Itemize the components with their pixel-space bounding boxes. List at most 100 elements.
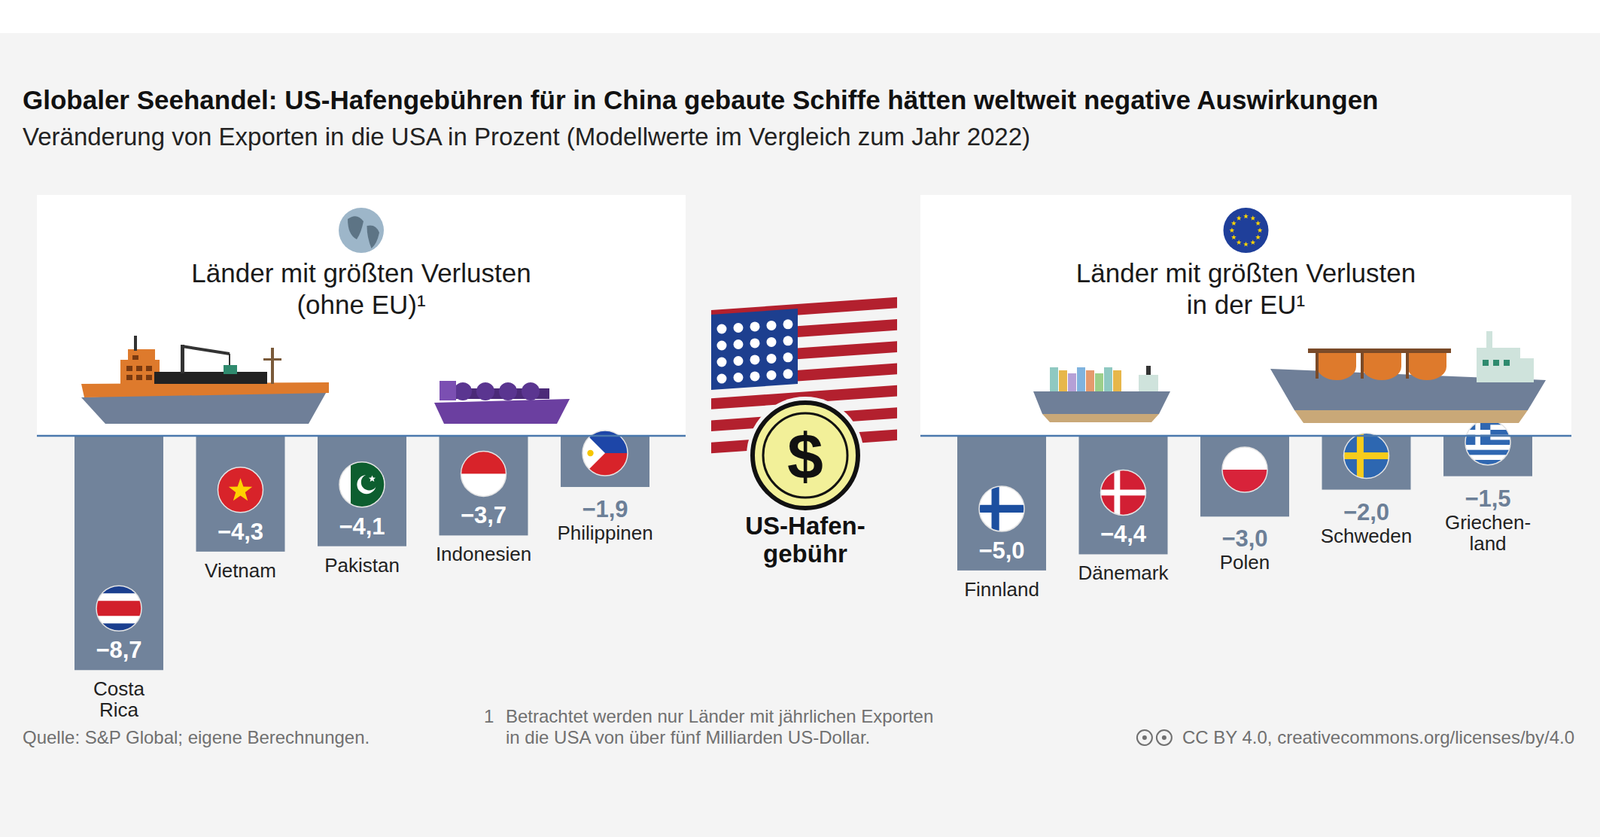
ship-window bbox=[146, 374, 153, 381]
category-label: Vietnam bbox=[204, 559, 277, 582]
source: Quelle: S&P Global; eigene Berechnungen. bbox=[22, 726, 370, 748]
flag-part bbox=[979, 486, 1025, 532]
flag-star bbox=[750, 371, 761, 381]
flag-part bbox=[1465, 419, 1491, 445]
flag-part bbox=[1344, 452, 1390, 460]
category-label: Schweden bbox=[1320, 524, 1412, 548]
ship-hull bbox=[1033, 391, 1171, 414]
eu-star bbox=[1257, 227, 1263, 233]
category-label: Griechen-land bbox=[1444, 511, 1531, 555]
ship-mast bbox=[270, 347, 274, 384]
text-line: −1,9 bbox=[581, 495, 628, 523]
baseline bbox=[920, 434, 1572, 438]
ship-crane-arm bbox=[182, 346, 230, 354]
category-label: Finnland bbox=[964, 577, 1040, 601]
bar bbox=[1079, 435, 1169, 554]
flag-part bbox=[582, 430, 606, 476]
text-line: Rica bbox=[99, 698, 140, 721]
ship-container bbox=[1076, 367, 1086, 392]
flag-star bbox=[750, 321, 761, 332]
flag-part bbox=[991, 486, 1000, 532]
ship-bridge bbox=[1138, 374, 1159, 392]
text-line: Dänemark bbox=[1078, 561, 1170, 585]
eu-star bbox=[1250, 240, 1256, 246]
globe-land bbox=[367, 225, 381, 249]
ship-bridge bbox=[1520, 358, 1534, 383]
coin-halo bbox=[746, 396, 864, 515]
flag-star bbox=[717, 357, 727, 368]
bar bbox=[1200, 435, 1290, 517]
bar bbox=[439, 435, 529, 536]
top-strip bbox=[0, 0, 1600, 34]
panel-title: Länder mit größten Verlusten(ohne EU)¹ bbox=[191, 258, 531, 320]
flag-star bbox=[750, 337, 761, 348]
flag-ring bbox=[1344, 433, 1390, 479]
value-label: −2,0 bbox=[1343, 498, 1390, 526]
flag-part bbox=[1465, 419, 1511, 466]
ship-window bbox=[146, 365, 153, 372]
value-label: −3,0 bbox=[1221, 525, 1268, 552]
globe bbox=[338, 207, 384, 253]
panel: Länder mit größten Verlusten(ohne EU)¹−8… bbox=[36, 194, 686, 721]
flag-part bbox=[1101, 489, 1147, 496]
ship-container bbox=[1085, 370, 1095, 392]
center-label: US-Hafen-gebühr bbox=[745, 511, 866, 568]
flag-part bbox=[587, 450, 594, 457]
text-line: Betrachtet werden nur Länder mit jährlic… bbox=[505, 705, 934, 727]
ship-window bbox=[126, 374, 133, 381]
ship-window bbox=[132, 355, 139, 360]
text-line: US-Hafen- bbox=[745, 511, 866, 540]
text-line: (ohne EU)¹ bbox=[296, 289, 426, 320]
ship-container bbox=[1067, 373, 1077, 392]
category-label: Pakistan bbox=[324, 553, 400, 577]
flag-star bbox=[733, 339, 744, 350]
category-label: Indonesien bbox=[435, 542, 532, 566]
baseline bbox=[36, 434, 686, 438]
ship-window bbox=[136, 374, 143, 381]
flag-part bbox=[1101, 469, 1147, 515]
flag-ring bbox=[979, 486, 1025, 532]
panel-title: Länder mit größten Verlustenin der EU¹ bbox=[1076, 258, 1416, 320]
ship-window bbox=[136, 365, 143, 372]
footnote-marker: 1 bbox=[483, 705, 494, 727]
flag bbox=[1344, 433, 1390, 479]
ship-tank bbox=[476, 382, 495, 401]
ship-mast bbox=[133, 335, 137, 351]
ship-container bbox=[1049, 367, 1059, 392]
value-label: −1,5 bbox=[1464, 485, 1511, 512]
bar bbox=[317, 435, 407, 547]
text-line: Griechen- bbox=[1444, 511, 1531, 534]
flag-star bbox=[783, 352, 794, 362]
flag-star bbox=[783, 319, 794, 329]
text-line: Schweden bbox=[1320, 524, 1412, 548]
flag-star bbox=[717, 340, 727, 351]
text-line: −1,5 bbox=[1464, 485, 1511, 512]
flag-ring bbox=[1101, 469, 1147, 515]
bars bbox=[74, 435, 650, 670]
text-line: Quelle: S&P Global; eigene Berechnungen. bbox=[22, 726, 370, 748]
cc-icon-dot bbox=[1142, 735, 1147, 740]
flag-star bbox=[766, 337, 777, 347]
coin-ring bbox=[763, 413, 848, 498]
flag-part bbox=[1114, 469, 1121, 515]
ship-hull-bottom bbox=[1042, 413, 1159, 423]
bars bbox=[957, 435, 1533, 571]
ship-tank bbox=[521, 382, 540, 401]
flag-star bbox=[766, 353, 777, 364]
subtitle: Veränderung von Exporten in die USA in P… bbox=[22, 122, 1031, 151]
flag bbox=[1101, 469, 1147, 515]
panel-background bbox=[920, 194, 1572, 436]
text-line: $ bbox=[787, 419, 824, 493]
eu-star bbox=[1236, 215, 1242, 221]
ship-window bbox=[1493, 359, 1500, 366]
value-label: −4,3 bbox=[217, 518, 264, 545]
eu-star bbox=[1250, 215, 1256, 221]
ship-bridge bbox=[127, 349, 156, 362]
ship-hull-bottom bbox=[1294, 410, 1528, 423]
flag-part bbox=[1344, 433, 1390, 479]
text-line: Indonesien bbox=[435, 542, 532, 566]
cc-icon bbox=[1156, 730, 1172, 746]
flag-part bbox=[339, 462, 385, 508]
text-line: gebühr bbox=[763, 539, 848, 568]
ship-cargo bbox=[154, 371, 268, 384]
